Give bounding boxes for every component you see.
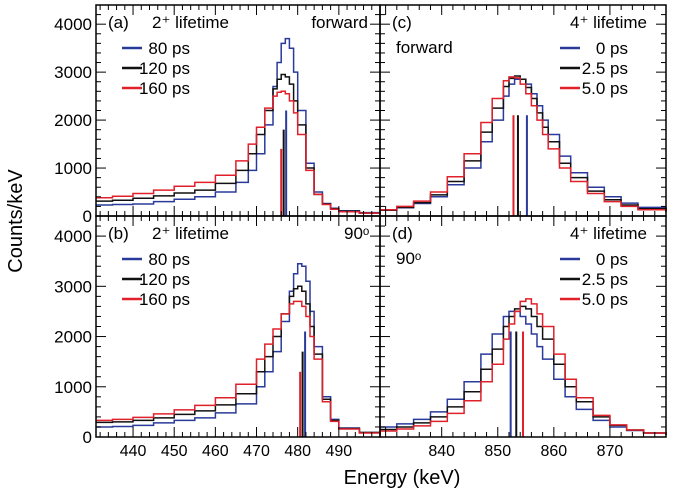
panel-2: 440 450 460 470 480 490 0 1000 2000 3000 4000 (b) 2⁺…	[54, 215, 381, 460]
legend-entry: 0 ps	[596, 250, 628, 269]
legend-entry: 120 ps	[139, 270, 190, 289]
panel-0: 0 1000 2000 3000 4000 (a) 2⁺ lifetime forward 80…	[54, 4, 381, 226]
series-line-0	[380, 78, 667, 212]
series-line-0	[96, 262, 381, 435]
panel-annotation: 90ᵒ	[396, 249, 421, 268]
x-tick-label: 490	[325, 443, 352, 460]
panel-1: (c) 4⁺ lifetime forward 0 ps2.5 ps5.0 ps	[379, 4, 667, 217]
panels-group: 0 1000 2000 3000 4000 (a) 2⁺ lifetime forward 80…	[54, 4, 667, 460]
series-line-2	[380, 76, 667, 213]
x-tick-label: 460	[202, 443, 229, 460]
legend-entry: 2.5 ps	[582, 270, 628, 289]
x-tick-label: 480	[284, 443, 311, 460]
y-tick-label: 2000	[54, 328, 92, 347]
legend-entry: 80 ps	[148, 39, 190, 58]
panel-title: 4⁺ lifetime	[570, 224, 647, 243]
panel-title: 2⁺ lifetime	[152, 224, 229, 243]
series-line-2	[96, 90, 381, 215]
panel-title: 2⁺ lifetime	[152, 13, 229, 32]
panel-annotation: forward	[396, 38, 453, 57]
series-line-1	[380, 305, 667, 435]
x-tick-label: 440	[120, 443, 147, 460]
x-tick-label: 850	[484, 443, 511, 460]
panel-label: (b)	[108, 224, 129, 243]
series-line-2	[96, 300, 381, 435]
panel-annotation: forward	[311, 13, 368, 32]
x-tick-label: 470	[243, 443, 270, 460]
legend-entry: 0 ps	[596, 39, 628, 58]
y-tick-label: 0	[83, 207, 92, 226]
x-tick-label: 860	[540, 443, 567, 460]
legend-entry: 160 ps	[139, 79, 190, 98]
legend-entry: 120 ps	[139, 59, 190, 78]
panel-3: 840 850 860 870 (d) 4⁺ lifetime 90ᵒ 0 ps2.5 ps5…	[379, 215, 667, 460]
panel-title: 4⁺ lifetime	[570, 13, 647, 32]
legend-entry: 5.0 ps	[582, 290, 628, 309]
legend-entry: 80 ps	[148, 250, 190, 269]
panel-label: (c)	[392, 13, 412, 32]
series-line-2	[380, 298, 667, 435]
x-axis-label: Energy (keV)	[344, 467, 461, 489]
y-axis-label: Counts/keV	[5, 169, 27, 273]
series-line-0	[380, 310, 667, 435]
x-tick-label: 870	[597, 443, 624, 460]
panel-label: (d)	[392, 224, 413, 243]
panel-frame	[95, 4, 381, 217]
y-tick-label: 4000	[54, 227, 92, 246]
y-tick-label: 1000	[54, 159, 92, 178]
x-tick-label: 840	[428, 443, 455, 460]
y-tick-label: 0	[83, 428, 92, 447]
y-tick-label: 2000	[54, 111, 92, 130]
legend-entry: 2.5 ps	[582, 59, 628, 78]
y-tick-label: 3000	[54, 277, 92, 296]
panel-frame	[379, 4, 667, 217]
x-tick-label: 450	[161, 443, 188, 460]
y-tick-label: 3000	[54, 63, 92, 82]
panel-label: (a)	[108, 13, 129, 32]
y-tick-label: 4000	[54, 15, 92, 34]
y-tick-label: 1000	[54, 378, 92, 397]
legend-entry: 5.0 ps	[582, 79, 628, 98]
legend-entry: 160 ps	[139, 290, 190, 309]
panel-annotation: 90ᵒ	[344, 224, 369, 243]
